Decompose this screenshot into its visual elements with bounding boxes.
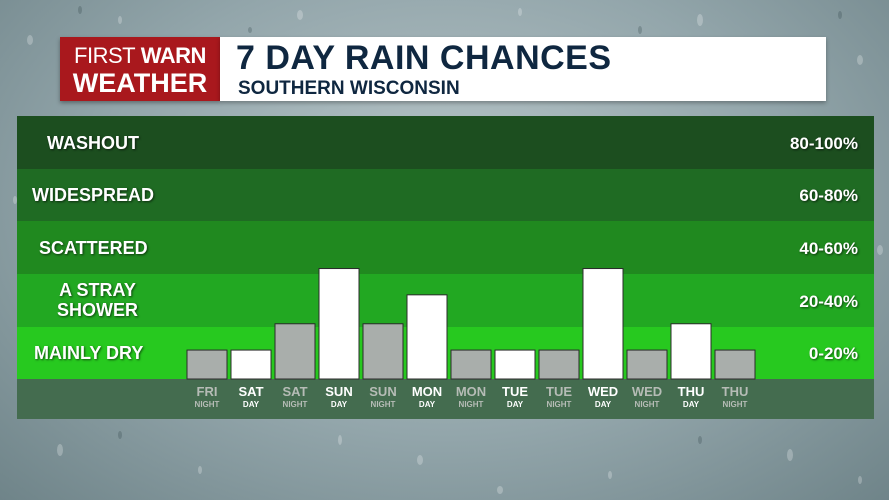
tick-day-label: WED <box>588 384 618 399</box>
logo-warn: WARN <box>140 43 207 68</box>
tick-day-label: SAT <box>282 384 307 399</box>
bar-sun-night <box>362 323 404 380</box>
bar-mon-day <box>406 294 448 380</box>
tick-period-label: NIGHT <box>723 400 748 409</box>
axis-band <box>17 379 874 419</box>
rain-chance-chart: FRINIGHTSATDAYSATNIGHTSUNDAYSUNNIGHTMOND… <box>186 268 756 409</box>
bar-wed-day <box>582 268 624 380</box>
tick-day-label: SUN <box>369 384 396 399</box>
tick-period-label: DAY <box>595 400 612 409</box>
band-label-scattered: SCATTERED <box>39 238 148 258</box>
tick-period-label: DAY <box>683 400 700 409</box>
chart-subtitle: SOUTHERN WISCONSIN <box>238 78 460 99</box>
tick-day-label: SUN <box>325 384 352 399</box>
title-bar: 7 DAY RAIN CHANCES SOUTHERN WISCONSIN <box>220 37 826 101</box>
band-label-stray-line1: A STRAY <box>59 280 136 300</box>
bar-thu-day <box>670 323 712 380</box>
bar-mon-night <box>450 349 492 380</box>
chart-title: 7 DAY RAIN CHANCES <box>236 39 612 77</box>
tick-day-label: WED <box>632 384 662 399</box>
tick-day-label: THU <box>722 384 749 399</box>
tick-period-label: DAY <box>419 400 436 409</box>
tick-period-label: DAY <box>331 400 348 409</box>
bar-fri-night <box>186 349 228 380</box>
tick-period-label: DAY <box>507 400 524 409</box>
tick-day-label: THU <box>678 384 705 399</box>
tick-day-label: SAT <box>238 384 263 399</box>
tick-day-label: TUE <box>502 384 528 399</box>
tick-period-label: NIGHT <box>371 400 396 409</box>
tick-period-label: NIGHT <box>547 400 572 409</box>
tick-day-label: MON <box>456 384 486 399</box>
band-label-stray-shower: A STRAY SHOWER <box>57 280 138 320</box>
band-range-widespread: 60-80% <box>799 186 858 205</box>
tick-period-label: DAY <box>243 400 260 409</box>
band-label-widespread: WIDESPREAD <box>32 185 155 205</box>
tick-period-label: NIGHT <box>283 400 308 409</box>
band-range-mainly-dry: 0-20% <box>808 344 858 363</box>
band-scattered: SCATTERED 40-60% <box>17 221 874 274</box>
band-range-washout: 80-100% <box>789 134 858 153</box>
tick-day-label: FRI <box>197 384 218 399</box>
tick-period-label: NIGHT <box>195 400 220 409</box>
band-widespread: WIDESPREAD 60-80% <box>17 169 874 221</box>
bar-sat-day <box>230 349 272 380</box>
tick-day-label: MON <box>412 384 442 399</box>
logo-first: FIRST <box>74 43 136 68</box>
tick-period-label: NIGHT <box>459 400 484 409</box>
bar-tue-day <box>494 349 536 380</box>
bar-thu-night <box>714 349 756 380</box>
bar-tue-night <box>538 349 580 380</box>
band-washout: WASHOUT 80-100% <box>17 116 874 169</box>
bar-wed-night <box>626 349 668 380</box>
station-logo: FIRST WARN WEATHER <box>60 37 220 101</box>
band-range-stray-shower: 20-40% <box>799 292 858 311</box>
tick-period-label: NIGHT <box>635 400 660 409</box>
band-label-washout: WASHOUT <box>47 133 139 153</box>
band-label-mainly-dry: MAINLY DRY <box>34 343 144 363</box>
band-range-scattered: 40-60% <box>799 239 858 258</box>
chart-panel: WASHOUT 80-100% WIDESPREAD 60-80% SCATTE… <box>17 116 874 419</box>
logo-line2: WEATHER <box>72 68 208 98</box>
band-label-stray-line2: SHOWER <box>57 300 138 320</box>
bar-sat-night <box>274 323 316 380</box>
tick-day-label: TUE <box>546 384 572 399</box>
bar-sun-day <box>318 268 360 380</box>
logo-line1: FIRST WARN <box>60 43 220 69</box>
